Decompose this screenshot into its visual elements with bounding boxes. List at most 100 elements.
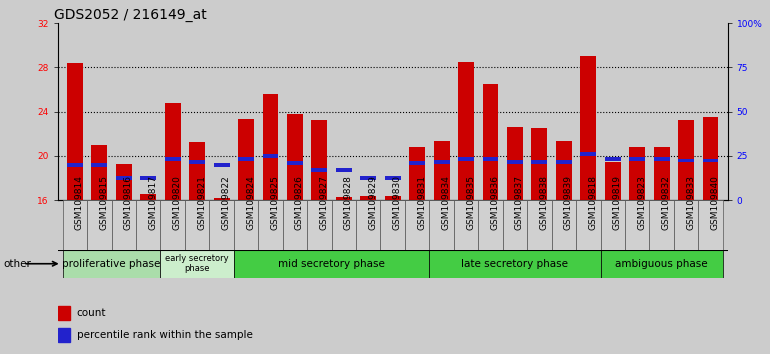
- Bar: [287, 114, 303, 200]
- Bar: [702, 159, 718, 162]
- Text: GSM109824: GSM109824: [246, 175, 255, 230]
- Text: GSM109820: GSM109820: [172, 175, 182, 230]
- Bar: [67, 63, 83, 200]
- Bar: [385, 195, 400, 200]
- Text: percentile rank within the sample: percentile rank within the sample: [76, 330, 253, 339]
- Bar: [702, 117, 718, 200]
- Text: GSM109825: GSM109825: [270, 175, 280, 230]
- Bar: [136, 200, 160, 250]
- Bar: [234, 200, 258, 250]
- Text: GSM109814: GSM109814: [75, 175, 84, 230]
- Bar: [87, 200, 112, 250]
- Bar: [434, 160, 450, 164]
- Text: GSM109815: GSM109815: [99, 175, 109, 230]
- Bar: [478, 200, 503, 250]
- Bar: [629, 147, 645, 200]
- Bar: [92, 163, 107, 167]
- Bar: [360, 195, 377, 200]
- Text: GSM109821: GSM109821: [197, 175, 206, 230]
- Bar: [483, 84, 498, 200]
- Text: GSM109838: GSM109838: [540, 175, 548, 230]
- Text: mid secretory phase: mid secretory phase: [278, 259, 385, 269]
- Bar: [678, 159, 694, 162]
- Text: other: other: [4, 259, 32, 269]
- Bar: [527, 200, 551, 250]
- Text: GSM109837: GSM109837: [515, 175, 524, 230]
- Text: count: count: [76, 308, 106, 318]
- Bar: [507, 127, 523, 200]
- Bar: [283, 200, 307, 250]
- Bar: [601, 200, 625, 250]
- Bar: [336, 169, 352, 172]
- Bar: [385, 176, 400, 180]
- Bar: [604, 162, 621, 200]
- Text: GSM109829: GSM109829: [368, 175, 377, 230]
- Bar: [62, 250, 160, 278]
- Text: GSM109817: GSM109817: [148, 175, 157, 230]
- Bar: [581, 56, 596, 200]
- Text: GSM109834: GSM109834: [442, 175, 450, 230]
- Bar: [234, 250, 430, 278]
- Bar: [116, 176, 132, 180]
- Bar: [698, 200, 723, 250]
- Text: GSM109836: GSM109836: [490, 175, 500, 230]
- Text: GSM109833: GSM109833: [686, 175, 695, 230]
- Bar: [629, 158, 645, 161]
- Bar: [58, 306, 70, 320]
- Bar: [576, 200, 601, 250]
- Bar: [189, 160, 205, 164]
- Bar: [213, 198, 229, 200]
- Bar: [483, 158, 498, 161]
- Bar: [332, 200, 356, 250]
- Bar: [430, 200, 454, 250]
- Text: proliferative phase: proliferative phase: [62, 259, 161, 269]
- Bar: [430, 250, 601, 278]
- Text: GSM109839: GSM109839: [564, 175, 573, 230]
- Bar: [458, 62, 474, 200]
- Bar: [356, 200, 380, 250]
- Bar: [503, 200, 527, 250]
- Bar: [189, 143, 205, 200]
- Text: early secretory
phase: early secretory phase: [166, 254, 229, 273]
- Bar: [311, 169, 327, 172]
- Bar: [601, 250, 723, 278]
- Bar: [62, 200, 87, 250]
- Bar: [458, 158, 474, 161]
- Bar: [165, 103, 181, 200]
- Bar: [213, 163, 229, 167]
- Bar: [307, 200, 332, 250]
- Bar: [263, 94, 279, 200]
- Bar: [409, 161, 425, 165]
- Bar: [409, 147, 425, 200]
- Bar: [185, 200, 209, 250]
- Bar: [556, 141, 572, 200]
- Bar: [140, 194, 156, 200]
- Text: ambiguous phase: ambiguous phase: [615, 259, 708, 269]
- Text: GSM109816: GSM109816: [124, 175, 132, 230]
- Bar: [405, 200, 430, 250]
- Bar: [140, 176, 156, 180]
- Bar: [531, 128, 547, 200]
- Bar: [678, 120, 694, 200]
- Text: GSM109827: GSM109827: [320, 175, 328, 230]
- Text: GDS2052 / 216149_at: GDS2052 / 216149_at: [55, 8, 207, 22]
- Text: GSM109831: GSM109831: [417, 175, 426, 230]
- Text: GSM109822: GSM109822: [222, 175, 230, 230]
- Bar: [311, 120, 327, 200]
- Bar: [209, 200, 234, 250]
- Bar: [160, 250, 234, 278]
- Bar: [58, 328, 70, 342]
- Text: GSM109823: GSM109823: [638, 175, 646, 230]
- Text: GSM109818: GSM109818: [588, 175, 598, 230]
- Bar: [434, 141, 450, 200]
- Bar: [336, 197, 352, 200]
- Text: GSM109832: GSM109832: [661, 175, 671, 230]
- Bar: [649, 200, 674, 250]
- Bar: [238, 158, 254, 161]
- Bar: [654, 158, 670, 161]
- Bar: [67, 163, 83, 167]
- Bar: [654, 147, 670, 200]
- Text: late secretory phase: late secretory phase: [461, 259, 568, 269]
- Bar: [604, 158, 621, 161]
- Bar: [531, 160, 547, 164]
